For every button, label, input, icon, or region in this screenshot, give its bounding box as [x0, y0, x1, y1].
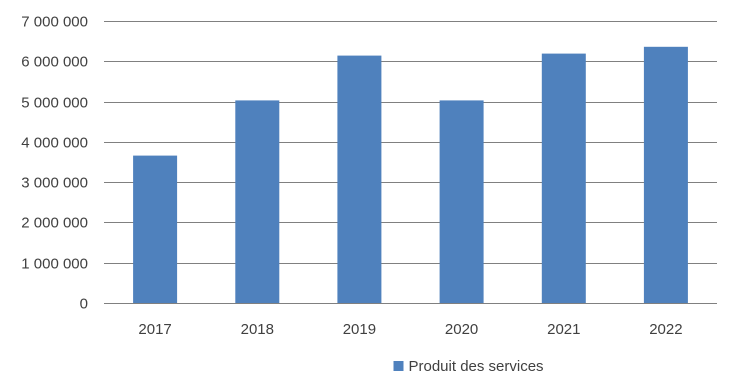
x-tick-label: 2017: [138, 321, 171, 338]
bar-2021: [541, 53, 586, 303]
y-tick-label: 1 000 000: [21, 256, 88, 273]
y-tick-label: 7 000 000: [21, 14, 88, 31]
y-tick-label: 0: [80, 296, 88, 313]
bar-2017: [133, 155, 178, 303]
y-tick-label: 5 000 000: [21, 95, 88, 112]
legend-swatch: [393, 361, 404, 371]
y-axis-tick-labels: 0 1 000 000 2 000 000 3 000 000 4 000 000 5 0…: [21, 14, 88, 313]
bars: [133, 46, 688, 304]
legend-label: Produit des services: [409, 358, 544, 374]
x-tick-label: 2019: [343, 321, 376, 338]
x-tick-label: 2020: [445, 321, 478, 338]
y-tick-label: 2 000 000: [21, 215, 88, 232]
y-tick-label: 4 000 000: [21, 135, 88, 152]
legend: Produit des services: [393, 358, 544, 375]
bar-2019: [337, 55, 382, 303]
x-tick-label: 2022: [649, 321, 682, 338]
x-tick-label: 2021: [547, 321, 580, 338]
x-tick-label: 2018: [241, 321, 274, 338]
bar-2020: [439, 100, 484, 304]
bar-2022: [643, 46, 688, 304]
y-tick-label: 3 000 000: [21, 175, 88, 192]
y-tick-label: 6 000 000: [21, 54, 88, 71]
x-axis-tick-labels: 2017 2018 2019 2020 2021 2022: [138, 321, 682, 338]
bar-2018: [235, 100, 280, 304]
gridlines: [104, 21, 717, 304]
